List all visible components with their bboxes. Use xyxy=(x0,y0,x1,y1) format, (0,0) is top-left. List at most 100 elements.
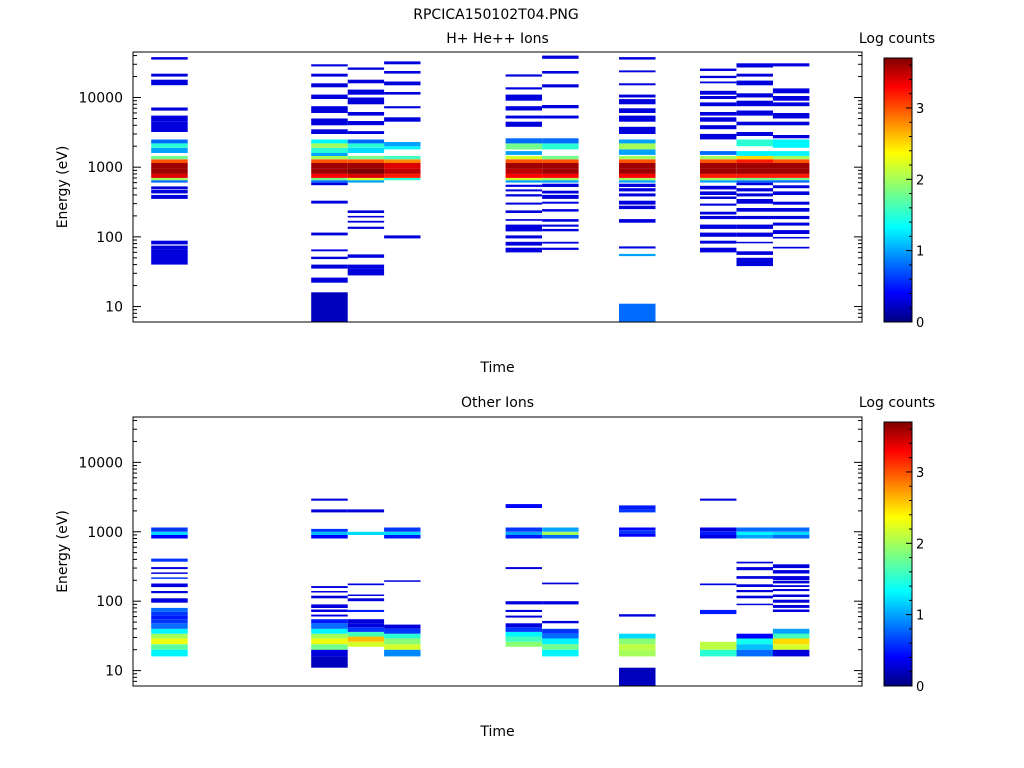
heatmap-cell xyxy=(772,185,810,189)
heatmap-cell xyxy=(619,193,656,197)
heatmap-cell xyxy=(505,194,542,197)
heatmap-cell xyxy=(151,583,188,588)
heatmap-cell xyxy=(619,253,656,257)
heatmap-cell xyxy=(505,615,542,618)
heatmap-cell xyxy=(772,208,810,212)
heatmap-cell xyxy=(772,638,810,645)
heatmap-cell xyxy=(542,71,579,74)
heatmap-cell xyxy=(772,570,810,574)
heatmap-cell xyxy=(772,581,810,584)
heatmap-cell xyxy=(619,83,656,86)
heatmap-cell xyxy=(311,73,348,77)
heatmap-cell xyxy=(347,67,385,70)
heatmap-cell xyxy=(772,63,810,67)
heatmap-cell xyxy=(347,173,385,178)
heatmap-cell xyxy=(542,601,579,605)
heatmap-cell xyxy=(542,201,579,204)
heatmap-cell xyxy=(151,168,188,174)
heatmap-cell xyxy=(736,151,773,156)
heatmap-cell xyxy=(700,68,737,71)
heatmap-cell xyxy=(700,102,737,107)
heatmap-cell xyxy=(700,527,737,532)
heatmap-cell xyxy=(619,649,656,657)
heatmap-cell xyxy=(700,232,737,237)
heatmap-cell xyxy=(384,624,421,629)
heatmap-cell xyxy=(700,178,737,181)
heatmap-cell xyxy=(505,609,542,612)
heatmap-cell xyxy=(772,102,810,107)
heatmap-cell xyxy=(384,527,421,532)
heatmap-cell xyxy=(700,196,737,199)
heatmap-cell xyxy=(772,222,810,226)
plot-frame xyxy=(132,416,863,687)
heatmap-cell xyxy=(542,105,579,109)
heatmap-cell xyxy=(347,619,385,624)
heatmap-cell xyxy=(151,572,188,574)
heatmap-cell xyxy=(505,115,542,119)
heatmap-cell xyxy=(542,620,579,624)
heatmap-cell xyxy=(347,180,385,183)
colorbar-scale xyxy=(883,421,913,687)
heatmap-cell xyxy=(384,633,421,639)
heatmap-cell xyxy=(736,208,773,212)
heatmap-cell xyxy=(505,527,542,532)
heatmap-cell xyxy=(311,644,348,650)
y-tick-label: 100 xyxy=(96,594,123,610)
heatmap-cell xyxy=(505,202,542,205)
heatmap-cell xyxy=(736,139,773,147)
heatmap-cell xyxy=(505,143,542,150)
heatmap-cell xyxy=(700,185,737,190)
heatmap-cell xyxy=(151,178,188,181)
heatmap-cell xyxy=(736,561,773,564)
heatmap-cell xyxy=(772,201,810,205)
heatmap-cell xyxy=(542,649,579,657)
heatmap-cell xyxy=(736,649,773,657)
heatmap-cell xyxy=(347,163,385,169)
heatmap-cell xyxy=(542,534,579,539)
heatmap-cell xyxy=(700,498,737,501)
heatmap-cell xyxy=(347,636,385,642)
heatmap-cell xyxy=(151,591,188,594)
heatmap-cell xyxy=(772,155,810,160)
heatmap-cell xyxy=(151,180,188,183)
heatmap-cell xyxy=(736,576,773,579)
heatmap-cell xyxy=(347,139,385,144)
heatmap-cell xyxy=(736,100,773,107)
heatmap-cell xyxy=(542,527,579,532)
heatmap-cell xyxy=(542,638,579,645)
heatmap-cell xyxy=(347,641,385,647)
heatmap-cell xyxy=(700,215,737,220)
heatmap-cell xyxy=(347,594,385,596)
heatmap-cell xyxy=(505,138,542,144)
heatmap-cell xyxy=(311,168,348,174)
heatmap-cell xyxy=(542,633,579,639)
heatmap-cell xyxy=(542,180,579,183)
heatmap-cell xyxy=(736,132,773,136)
heatmap-cell xyxy=(347,215,385,218)
heatmap-cell xyxy=(384,159,421,163)
heatmap-cell xyxy=(505,601,542,605)
heatmap-cell xyxy=(542,228,579,232)
heatmap-cell xyxy=(151,534,188,539)
heatmap-cell xyxy=(151,57,188,60)
heatmap-cell xyxy=(151,623,188,629)
heatmap-cell xyxy=(542,84,579,88)
heatmap-cell xyxy=(736,80,773,86)
heatmap-cell xyxy=(736,232,773,237)
heatmap-cell xyxy=(384,81,421,86)
heatmap-cell xyxy=(311,591,348,593)
heatmap-cell xyxy=(542,209,579,212)
heatmap-cell xyxy=(700,151,737,155)
heatmap-cell xyxy=(542,143,579,150)
heatmap-cell xyxy=(347,112,385,116)
colorbar-tick-label: 3 xyxy=(916,466,924,481)
heatmap-cell xyxy=(347,254,385,258)
heatmap-cell xyxy=(347,178,385,181)
heatmap-cell xyxy=(311,118,348,126)
heatmap-cell xyxy=(736,534,773,539)
heatmap-cell xyxy=(311,509,348,513)
colorbar-tick-label: 0 xyxy=(916,680,924,695)
y-axis-label: Energy (eV) xyxy=(55,146,71,229)
heatmap-cell xyxy=(619,644,656,650)
